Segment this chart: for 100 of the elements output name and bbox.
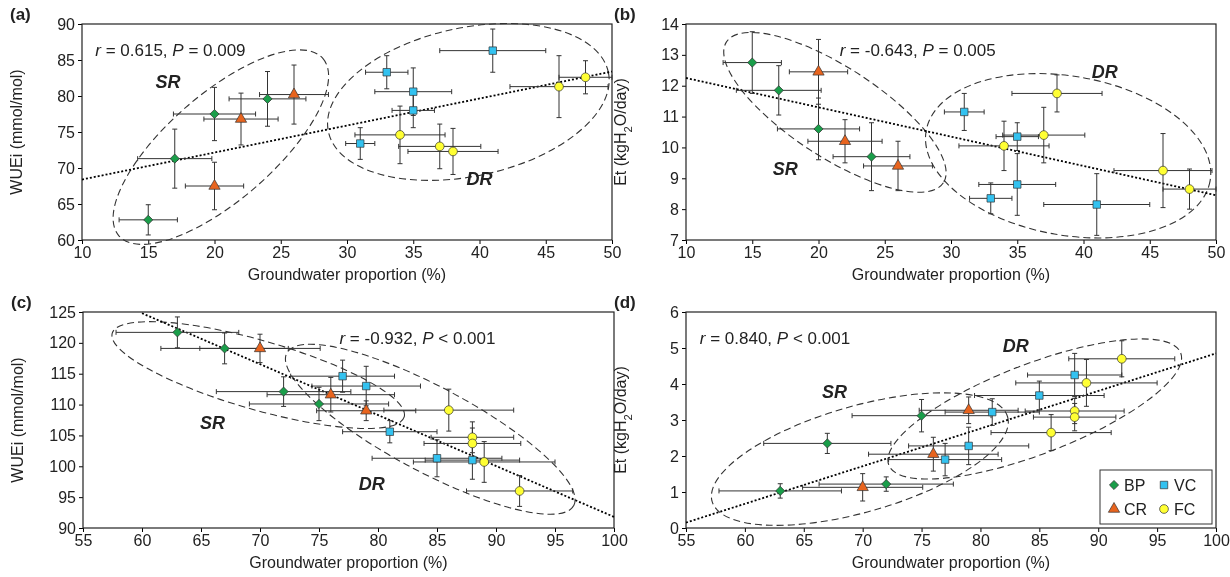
x-tick-label: 75 [913,532,932,550]
point [1046,427,1056,438]
point [988,407,997,417]
point [467,438,478,449]
point [432,454,442,463]
annotation: r = -0.643, P = 0.005 [839,40,996,60]
point [488,46,497,55]
point [554,81,564,92]
point [839,134,851,145]
point [169,153,180,164]
point [235,112,247,123]
x-tick-label: 65 [795,532,814,550]
annotation: SR [772,158,798,179]
legend-label: VC [1174,477,1197,494]
y-tick-label: 110 [50,396,77,414]
x-tick-label: 85 [428,532,447,550]
x-tick-label: 85 [1030,532,1049,550]
x-tick-label: 35 [404,244,423,262]
chart-title: (b) [614,5,636,24]
point [1052,88,1062,99]
point [999,141,1009,151]
x-tick-label: 40 [1075,244,1093,262]
x-tick-label: 20 [206,244,224,262]
point [927,447,940,458]
point [813,123,824,134]
annotation: DR [358,473,385,494]
x-axis-title: Groundwater proportion (%) [851,554,1051,571]
point [338,372,347,381]
x-tick-label: 15 [743,244,762,262]
x-axis-title: Groundwater proportion (%) [247,266,447,283]
y-tick-label: 12 [661,77,680,95]
x-tick-label: 95 [1148,532,1167,550]
y-tick-label: 10 [661,139,680,157]
x-tick-label: 15 [139,244,158,262]
x-tick-label: 30 [338,244,357,262]
x-tick-label: 45 [537,244,556,262]
y-tick-label: 9 [670,169,680,187]
point [514,486,525,496]
x-tick-label: 65 [192,532,211,550]
point [964,441,973,451]
point [468,456,477,465]
point [962,403,975,414]
x-axis-title: Groundwater proportion (%) [851,266,1051,283]
y-tick-label: 75 [57,123,76,141]
x-tick-label: 50 [603,244,622,262]
x-tick-label: 55 [677,532,696,550]
point [1184,184,1195,194]
point [747,57,758,68]
point [941,455,950,464]
point [288,87,300,99]
x-tick-label: 60 [133,532,152,550]
point [209,109,220,119]
point [822,438,833,449]
x-tick-label: 60 [736,532,755,550]
y-tick-label: 14 [661,15,680,33]
point [1158,165,1168,176]
y-tick-label: 105 [49,427,77,445]
point [172,327,183,338]
y-tick-label: 90 [57,15,76,33]
point [1013,180,1022,189]
point [1117,354,1127,364]
x-tick-label: 80 [972,532,990,550]
x-tick-label: 90 [1089,532,1108,550]
y-tick-label: 115 [50,365,77,383]
point [916,410,927,421]
x-tick-label: 20 [810,244,828,262]
y-tick-label: 70 [57,159,76,177]
point [1013,132,1022,141]
point [1069,412,1080,422]
x-tick-label: 70 [251,532,270,550]
annotation: DR [466,168,493,189]
y-tick-label: 11 [662,108,680,126]
y-tick-label: 65 [57,195,76,213]
y-axis-title: WUEi (mmol/mol) [8,69,25,195]
point [395,130,405,140]
y-tick-label: 3 [670,411,680,429]
point [382,68,391,77]
x-tick-label: 75 [310,532,329,550]
point [143,214,154,225]
point [360,403,373,415]
x-tick-label: 80 [369,532,388,550]
y-tick-label: 8 [670,200,680,218]
point [254,341,266,353]
y-tick-label: 13 [661,46,680,64]
annotation: DR [1091,61,1118,82]
y-tick-label: 6 [670,303,680,321]
y-tick-label: 120 [49,334,77,352]
y-axis-title: WUEi (mmol/mol) [9,357,26,483]
point [986,194,995,203]
y-tick-label: 7 [670,231,680,249]
point [409,87,418,96]
point [262,93,273,104]
annotation: SR [155,71,181,92]
point [448,146,458,157]
point [960,107,969,117]
x-tick-label: 95 [546,532,565,550]
chart-title: (c) [11,293,32,312]
x-axis-title: Groundwater proportion (%) [249,554,448,571]
x-tick-label: 10 [73,244,92,262]
point [444,405,454,415]
